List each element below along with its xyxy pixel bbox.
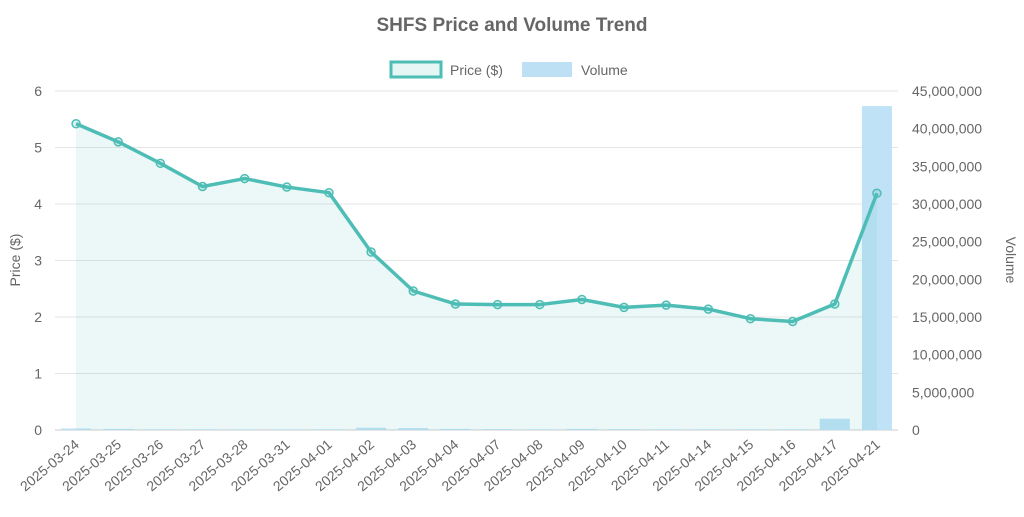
- y2-tick-label: 40,000,000: [912, 121, 982, 137]
- volume-bar: [819, 418, 850, 430]
- volume-bar: [861, 106, 892, 431]
- price-point: [71, 119, 81, 129]
- legend-swatch-volume: [522, 62, 572, 77]
- y2-axis-label: Volume: [1003, 237, 1019, 284]
- price-line: [75, 122, 879, 324]
- price-point: [577, 294, 587, 305]
- volume-bar: [651, 429, 682, 430]
- volume-bar: [356, 427, 387, 430]
- y2-tick-label: 5,000,000: [912, 384, 974, 400]
- y2-tick-label: 25,000,000: [912, 234, 982, 250]
- price-point: [830, 299, 840, 309]
- y2-tick-label: 15,000,000: [912, 309, 982, 325]
- volume-bar: [693, 429, 724, 430]
- legend-swatch-price: [389, 60, 443, 79]
- price-point: [324, 187, 334, 198]
- price-point: [534, 299, 545, 310]
- price-point: [872, 188, 882, 199]
- price-point: [661, 300, 671, 310]
- y2-tick-label: 30,000,000: [912, 196, 982, 212]
- y-tick-label: 6: [34, 83, 42, 99]
- y2-tick-label: 20,000,000: [912, 271, 982, 287]
- volume-bar: [440, 428, 471, 430]
- y2-tick-label: 10,000,000: [912, 347, 982, 363]
- volume-bar: [398, 428, 429, 430]
- y-tick-label: 4: [34, 196, 42, 212]
- price-point: [155, 158, 166, 169]
- y2-tick-label: 0: [912, 422, 920, 438]
- volume-bar: [61, 428, 92, 430]
- legend-label-price: Price ($): [450, 62, 503, 78]
- y-tick-label: 0: [34, 422, 42, 438]
- y-axis-label: Price ($): [7, 234, 23, 287]
- y-tick-label: 5: [34, 140, 42, 156]
- y-tick-label: 1: [34, 366, 42, 382]
- price-point: [408, 286, 419, 296]
- price-point: [197, 181, 208, 192]
- price-point: [703, 304, 714, 314]
- volume-bar: [566, 428, 597, 430]
- volume-bar: [313, 429, 344, 430]
- price-point: [745, 313, 756, 324]
- y-tick-label: 3: [34, 253, 42, 269]
- price-point: [113, 137, 123, 147]
- price-point: [366, 247, 376, 257]
- price-point: [492, 299, 503, 310]
- volume-bar: [482, 429, 513, 430]
- volume-bar: [777, 429, 808, 430]
- volume-bar: [187, 429, 218, 430]
- legend-label-volume: Volume: [581, 62, 628, 78]
- legend: Price ($) Volume: [389, 60, 628, 79]
- volume-bar: [524, 429, 555, 430]
- y2-tick-label: 35,000,000: [912, 158, 982, 174]
- y-tick-label: 2: [34, 309, 42, 325]
- price-area: [76, 123, 877, 431]
- volume-bar: [229, 429, 260, 430]
- volume-bar: [271, 429, 302, 430]
- y2-tick-label: 45,000,000: [912, 83, 982, 99]
- price-point: [450, 299, 461, 309]
- volume-bar: [145, 429, 176, 430]
- price-point: [787, 316, 798, 327]
- chart-title: SHFS Price and Volume Trend: [377, 15, 648, 36]
- volume-bar: [103, 428, 134, 430]
- price-point: [282, 182, 292, 192]
- price-point: [239, 173, 250, 184]
- price-point: [619, 302, 629, 313]
- volume-bar: [735, 429, 766, 430]
- volume-bar: [609, 429, 640, 430]
